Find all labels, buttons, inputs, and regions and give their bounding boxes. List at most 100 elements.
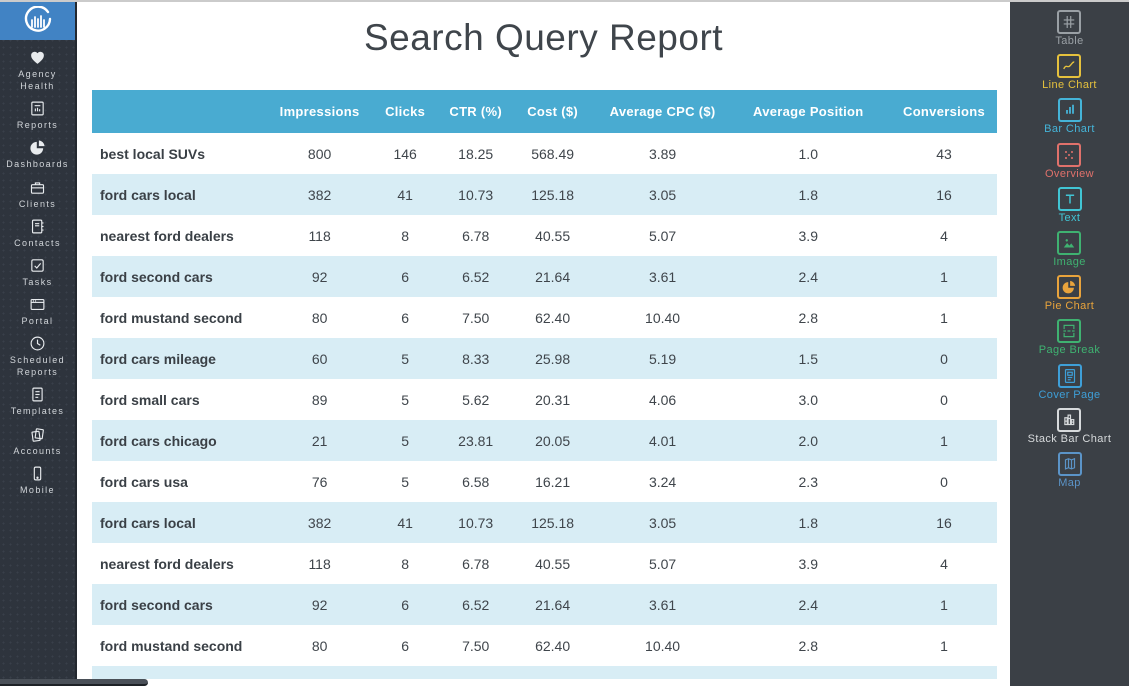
widget-line-chart[interactable]: Line Chart [1042,54,1097,92]
sidebar-item-tasks[interactable]: Tasks [0,257,76,288]
value-cell: 3.61 [648,268,677,285]
value-cell: 3.9 [798,555,818,572]
sidebar-item-mobile[interactable]: Mobile [0,465,76,496]
widget-palette: Table Line Chart Bar Chart [1010,2,1129,686]
sidebar-item-label: Contacts [14,237,61,248]
widget-label: Bar Chart [1044,123,1095,136]
sidebar-item-label: Portal [21,315,54,326]
value-cell: 10.40 [645,637,681,654]
table-row[interactable]: ford cars usa 76 5 6.58 16.21 3.24 2.3 0 [92,461,997,502]
sidebar-item-accounts[interactable]: Accounts [0,426,76,457]
value-cell: 6.52 [462,268,490,285]
sidebar-item-portal[interactable]: Portal [0,296,76,327]
widget-label: Cover Page [1038,388,1101,401]
sidebar-item-label: Tasks [22,276,53,287]
table-row[interactable]: ford cars mileage 60 5 8.33 25.98 5.19 1.5 0 [92,338,997,379]
column-header-average-position: Average Position [725,90,892,133]
value-cell: 125.18 [531,514,575,531]
table-row[interactable]: ford second cars 92 6 6.52 21.64 3.61 2.4 1 [92,584,997,625]
value-cell: 6 [401,309,410,326]
column-header-average-cpc: Average CPC ($) [599,90,726,133]
widget-image[interactable]: Image [1053,230,1086,269]
value-cell: 4 [940,227,948,244]
value-cell: 1.0 [798,145,818,162]
widget-label: Line Chart [1042,79,1097,92]
sidebar-item-templates[interactable]: Templates [0,386,76,417]
sidebar-item-reports[interactable]: Reports [0,100,76,131]
value-cell: 2.8 [798,637,818,654]
table-row[interactable]: ford cars local 382 41 10.73 125.18 3.05 1.8 16 [92,174,997,215]
search-query-table[interactable]: Impressions Clicks CTR (%) Cost ($) Aver… [92,90,997,666]
widget-map[interactable]: Map [1057,451,1082,490]
table-body: best local SUVs 800 146 18.25 568.49 3.89 1.0 4… [92,133,997,666]
table-icon [1057,10,1082,34]
widget-overview[interactable]: Overview [1044,142,1095,181]
table-row[interactable]: ford mustand second 80 6 7.50 62.40 10.40 2.8 1 [92,297,997,338]
sidebar-item-label: Scheduled Reports [9,355,66,378]
widget-label: Overview [1044,167,1095,180]
table-row[interactable]: ford mustand second 80 6 7.50 62.40 10.40 2.8 1 [92,625,997,666]
sidebar-item-dashboards[interactable]: Dashboards [0,139,76,170]
query-cell: ford cars local [100,186,196,203]
heart-icon [31,51,44,64]
briefcase-icon [30,181,45,194]
widget-pie-chart[interactable]: Pie Chart [1045,275,1094,313]
table-row[interactable]: best local SUVs 800 146 18.25 568.49 3.89 1.0 4… [92,133,997,174]
value-cell: 62.40 [535,637,571,654]
clock-icon [30,336,45,351]
table-row[interactable]: ford second cars 92 6 6.52 21.64 3.61 2.4 1 [92,256,997,297]
widget-table[interactable]: Table [1055,10,1083,48]
widget-stack-bar-chart[interactable]: Stack Bar Chart [1028,407,1112,446]
value-cell: 41 [397,514,413,531]
radial-bars-logo-icon [24,6,51,32]
value-cell: 1.8 [798,186,818,203]
value-cell: 41 [397,186,413,203]
value-cell: 3.89 [648,145,677,162]
table-row[interactable]: nearest ford dealers 118 8 6.78 40.55 5.07 3.9… [92,543,997,584]
horizontal-scrollbar-thumb[interactable] [0,679,148,686]
value-cell: 21.64 [535,268,571,285]
app-logo[interactable] [0,2,75,40]
table-row[interactable]: ford small cars 89 5 5.62 20.31 4.06 3.0 0 [92,379,997,420]
widget-page-break[interactable]: Page Break [1039,319,1100,357]
sidebar-item-agency-health[interactable]: Agency Health [0,49,76,92]
value-cell: 18.25 [458,145,494,162]
sidebar-item-clients[interactable]: Clients [0,179,76,210]
query-cell: ford cars local [100,514,196,531]
widget-label: Table [1055,35,1084,47]
value-cell: 1.8 [798,514,818,531]
value-cell: 23.81 [458,432,494,449]
value-cell: 16 [936,186,952,203]
widget-text[interactable]: Text [1057,186,1082,225]
value-cell: 5.19 [648,350,677,367]
query-cell: ford mustand second [100,309,243,326]
value-cell: 10.40 [645,309,681,326]
column-header-clicks: Clicks [364,90,446,133]
value-cell: 10.73 [458,186,494,203]
widget-bar-chart[interactable]: Bar Chart [1044,98,1095,136]
value-cell: 43 [936,145,952,162]
report-icon [31,101,44,116]
sidebar-item-label: Agency Health [18,69,57,92]
pie-icon [30,140,45,156]
sidebar-item-label: Templates [10,406,65,417]
sidebar-item-label: Reports [16,120,59,131]
widget-cover-page[interactable]: Cover Page [1038,363,1101,402]
sidebar-item-contacts[interactable]: Contacts [0,218,76,249]
value-cell: 3.05 [648,186,677,203]
table-row[interactable]: nearest ford dealers 118 8 6.78 40.55 5.07 3.9… [92,215,997,256]
value-cell: 20.31 [535,391,571,408]
table-row[interactable]: ford cars local 382 41 10.73 125.18 3.05 1.8 16 [92,502,997,543]
table-row[interactable]: ford cars chicago 21 5 23.81 20.05 4.01 2.0 1 [92,420,997,461]
value-cell: 6.78 [462,227,490,244]
left-nav: Agency Health Reports Dashboards [0,40,75,496]
value-cell: 3.9 [798,227,818,244]
map-icon [1057,451,1082,476]
value-cell: 60 [311,350,328,367]
text-icon [1057,186,1082,211]
checkbox-icon [31,259,44,272]
sidebar-item-scheduled-reports[interactable]: Scheduled Reports [0,335,76,378]
value-cell: 382 [307,186,332,203]
value-cell: 6.78 [462,555,490,572]
value-cell: 6.52 [462,596,490,613]
